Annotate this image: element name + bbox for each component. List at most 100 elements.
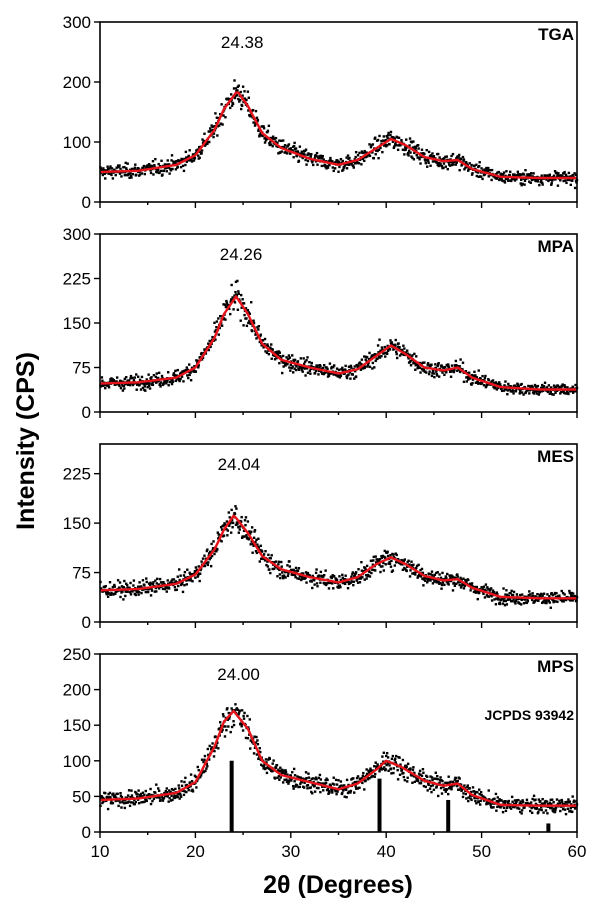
data-point — [209, 556, 212, 560]
data-point — [357, 568, 360, 571]
data-point — [137, 590, 141, 594]
data-point — [345, 167, 349, 170]
data-point — [530, 598, 534, 602]
data-point — [433, 375, 436, 379]
data-point — [117, 165, 120, 169]
data-point — [461, 155, 465, 159]
data-point — [525, 798, 529, 802]
data-point — [264, 767, 267, 770]
data-point — [306, 159, 310, 163]
data-point — [186, 368, 189, 372]
data-point — [211, 125, 214, 129]
data-point — [240, 536, 244, 540]
data-point — [498, 798, 501, 801]
data-point — [292, 767, 296, 771]
data-point — [466, 786, 469, 789]
data-point — [450, 785, 454, 788]
data-point — [519, 390, 522, 393]
data-point — [320, 782, 324, 785]
data-point — [549, 391, 552, 394]
data-point — [135, 373, 138, 376]
data-point — [294, 150, 297, 154]
data-point — [549, 798, 552, 802]
data-point — [444, 781, 447, 784]
data-point — [505, 603, 509, 606]
data-point — [165, 166, 168, 170]
data-point — [240, 104, 244, 107]
data-point — [246, 90, 250, 93]
data-point — [213, 330, 217, 333]
data-point — [268, 757, 272, 761]
data-point — [275, 144, 278, 148]
fit-curve — [99, 295, 577, 391]
data-point — [403, 558, 407, 561]
data-point — [131, 376, 134, 380]
data-point — [332, 587, 335, 590]
data-point — [267, 352, 271, 356]
data-point — [495, 799, 499, 803]
data-point — [319, 570, 323, 574]
panel-tag: MES — [537, 447, 574, 466]
data-point — [328, 791, 331, 794]
data-point — [277, 775, 281, 778]
data-point — [552, 384, 556, 387]
data-point — [354, 785, 357, 788]
data-point — [384, 768, 387, 771]
data-point — [552, 174, 556, 177]
data-point — [241, 94, 244, 97]
data-point — [239, 520, 243, 523]
data-point — [221, 728, 224, 732]
y-tick-label: 150 — [63, 514, 91, 533]
data-point — [156, 171, 159, 174]
data-point — [282, 771, 285, 775]
data-point — [437, 375, 441, 378]
data-point — [505, 170, 508, 173]
data-point — [288, 560, 291, 563]
data-point — [164, 789, 168, 793]
data-point — [273, 777, 277, 780]
data-point — [426, 579, 430, 582]
data-point — [104, 386, 107, 390]
data-point — [293, 780, 296, 783]
data-point — [437, 580, 440, 584]
data-point — [478, 382, 481, 385]
data-point — [204, 557, 208, 560]
data-point — [473, 164, 476, 168]
data-point — [323, 164, 327, 167]
data-point — [229, 312, 232, 316]
data-point — [519, 810, 522, 814]
data-point — [541, 802, 545, 805]
data-point — [442, 162, 446, 165]
data-point — [343, 784, 346, 787]
data-point — [363, 355, 366, 358]
data-point — [271, 145, 274, 148]
data-point — [565, 389, 569, 393]
data-point — [494, 592, 497, 596]
data-point — [374, 761, 377, 764]
data-point — [503, 604, 507, 607]
data-point — [144, 389, 147, 392]
data-point — [560, 798, 563, 802]
data-point — [366, 777, 370, 781]
data-point — [495, 388, 499, 391]
data-point — [386, 554, 390, 558]
data-point — [500, 179, 504, 182]
data-point — [115, 166, 118, 169]
data-point — [206, 765, 209, 768]
y-tick-label: 225 — [63, 270, 91, 289]
data-point — [179, 794, 182, 797]
data-point — [178, 379, 181, 383]
data-point — [161, 587, 165, 591]
data-point — [416, 576, 419, 579]
data-point — [299, 575, 302, 578]
data-point — [413, 571, 417, 574]
data-point — [193, 365, 196, 368]
data-point — [351, 571, 355, 574]
data-point — [147, 384, 151, 387]
data-point — [198, 775, 202, 779]
data-point — [436, 152, 440, 156]
data-point — [303, 149, 307, 153]
data-point — [533, 599, 537, 603]
data-point — [145, 580, 148, 584]
data-point — [412, 766, 415, 769]
